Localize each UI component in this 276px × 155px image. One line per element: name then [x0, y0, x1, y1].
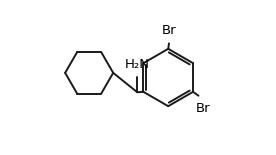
Text: Br: Br — [196, 102, 210, 115]
Text: H₂N: H₂N — [125, 58, 150, 71]
Text: Br: Br — [162, 24, 176, 37]
